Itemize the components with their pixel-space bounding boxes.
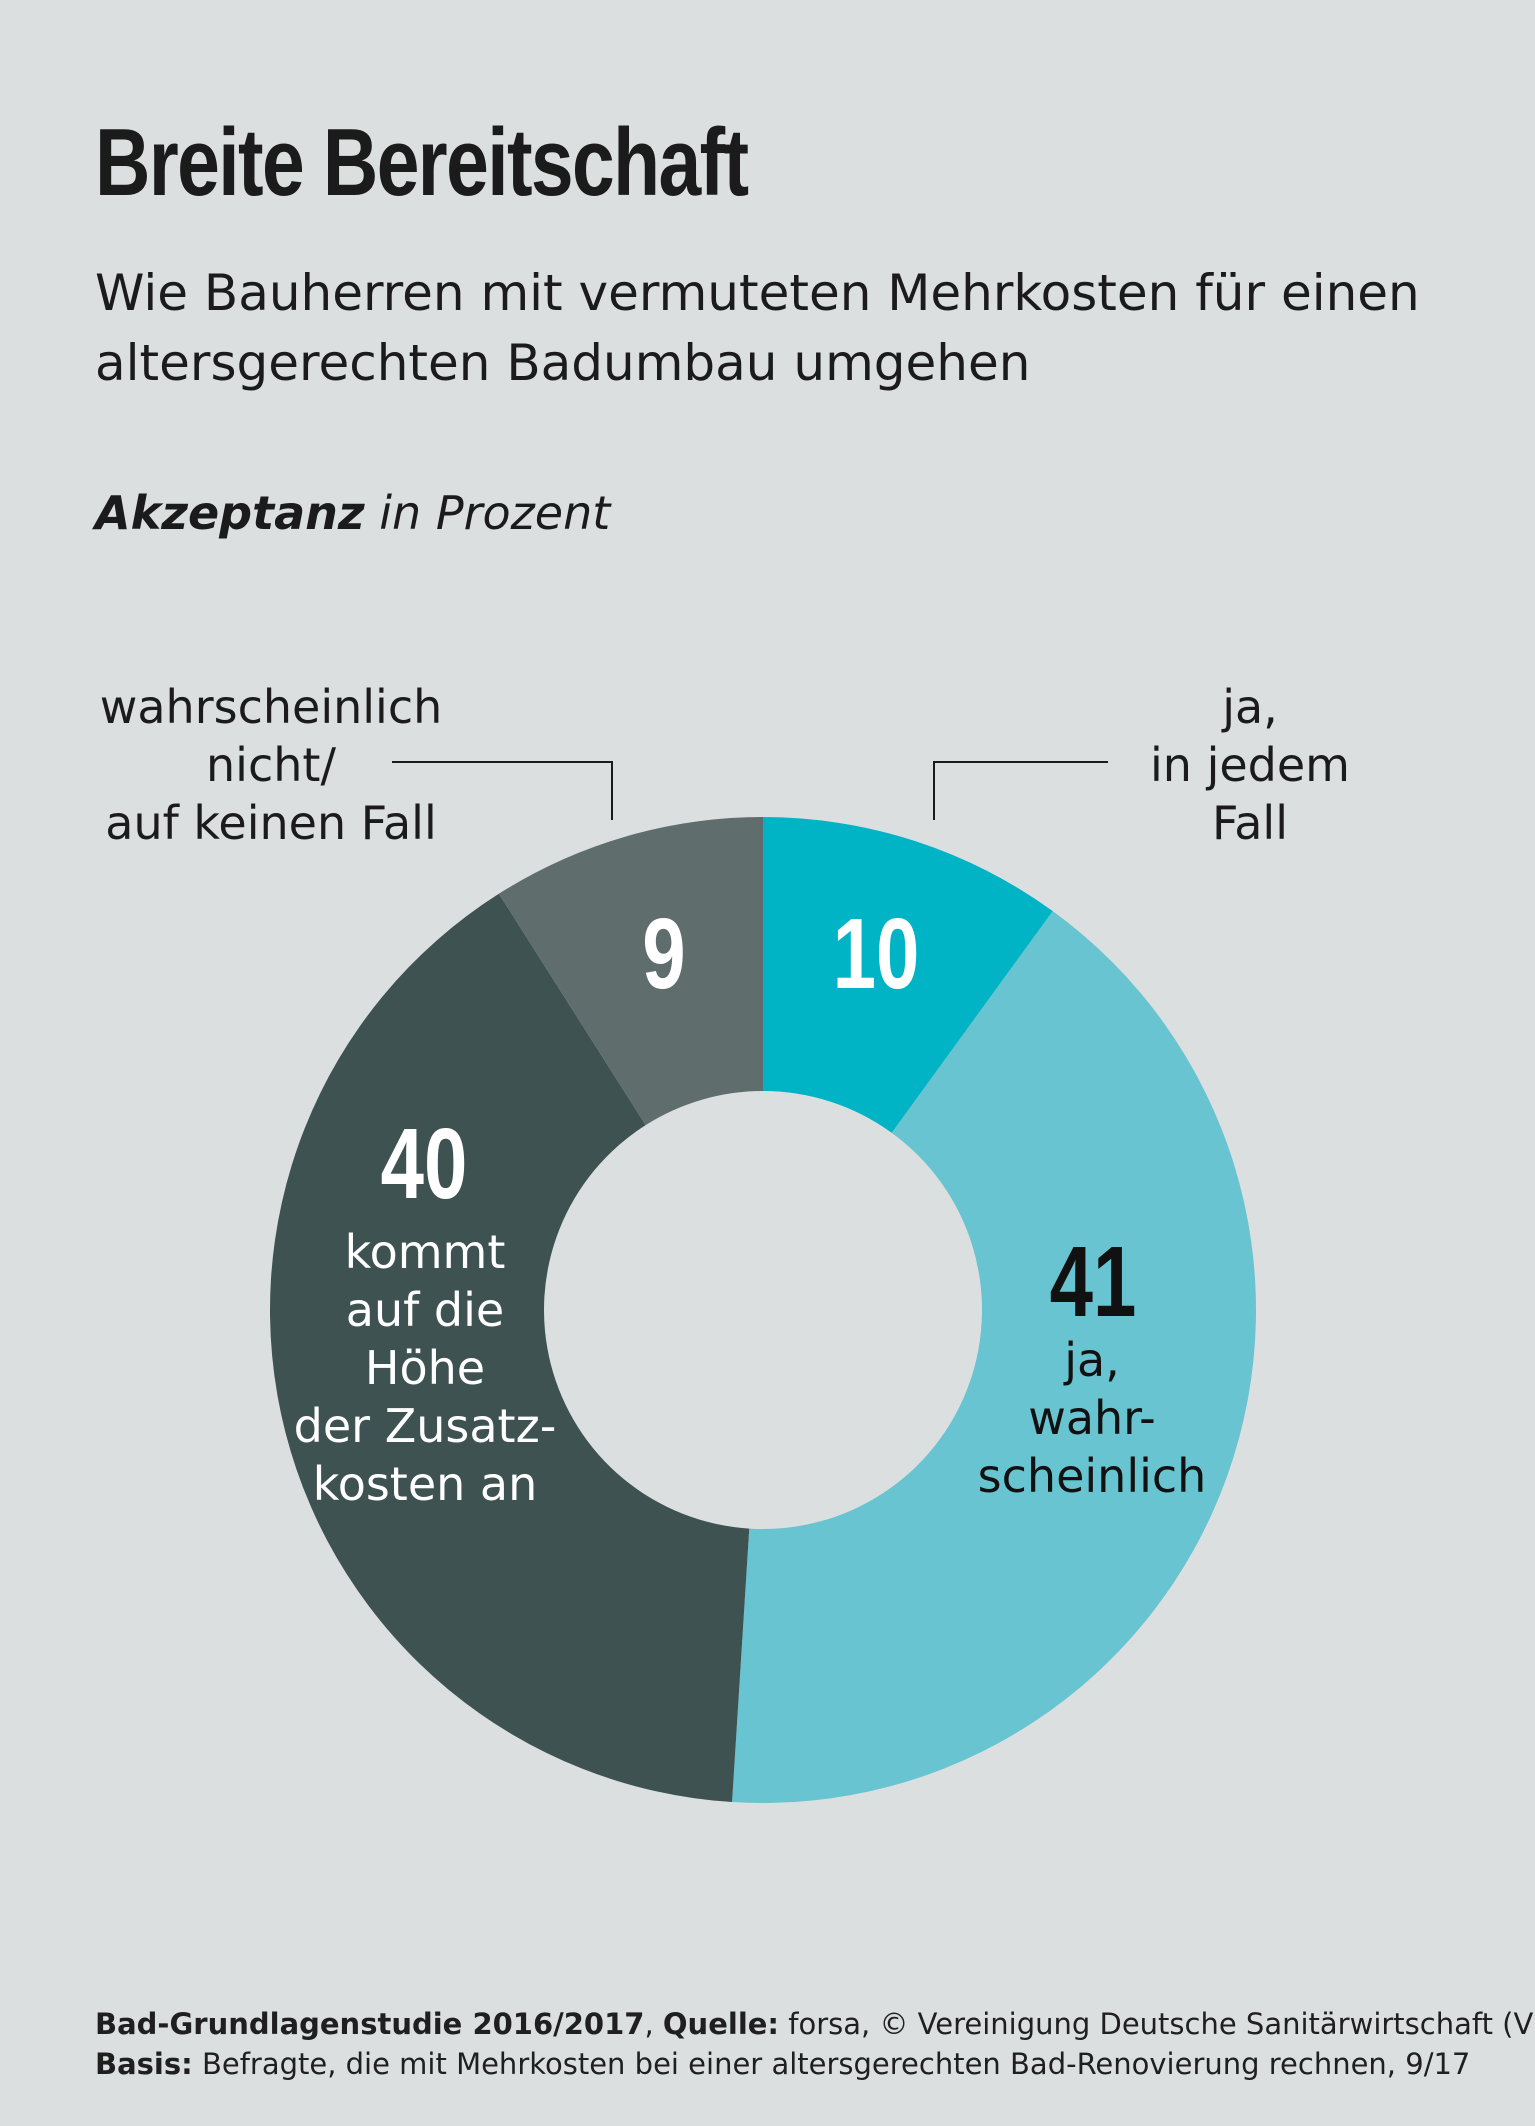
footer-basis-label: Basis: xyxy=(95,2047,193,2081)
slice-value-3: 9 xyxy=(642,899,685,1011)
footer-basis: Befragte, die mit Mehrkosten bei einer a… xyxy=(192,2047,1471,2081)
slice-label-2-line-0: kommt xyxy=(345,1225,506,1279)
source-footer: Bad-Grundlagenstudie 2016/2017, Quelle: … xyxy=(95,2004,1535,2084)
outer-label-not-likely-line-2: auf keinen Fall xyxy=(105,796,437,850)
slice-value-0: 10 xyxy=(833,899,920,1011)
slice-label-2-line-1: auf die xyxy=(346,1283,504,1337)
slice-label-2-line-2: Höhe xyxy=(365,1341,485,1395)
footer-study: Bad-Grundlagenstudie 2016/2017 xyxy=(95,2007,645,2041)
leader-line-yes-definitely xyxy=(933,761,1108,820)
outer-label-not-likely-line-0: wahrscheinlich xyxy=(99,680,443,734)
unit-label-bold: Akzeptanz xyxy=(95,486,365,540)
leader-line-not-likely xyxy=(392,761,613,820)
donut-slice-1 xyxy=(732,911,1257,1803)
outer-label-not-likely-line-1: nicht/ xyxy=(206,738,336,792)
donut-slice-0 xyxy=(763,817,1053,1133)
slice-value-1: 41 xyxy=(1050,1227,1137,1339)
footer-source-label: Quelle: xyxy=(662,2007,780,2041)
slice-label-2-line-4: kosten an xyxy=(313,1457,538,1511)
unit-label-rest: in Prozent xyxy=(364,486,611,540)
footer-sep: , xyxy=(644,2007,663,2041)
footer-line-1: Bad-Grundlagenstudie 2016/2017, Quelle: … xyxy=(95,2004,1535,2044)
outer-label-yes-definitely-line-0: ja, xyxy=(1222,680,1278,734)
footer-line-2: Basis: Befragte, die mit Mehrkosten bei … xyxy=(95,2044,1535,2084)
footer-source: forsa, © Vereinigung Deutsche Sanitärwir… xyxy=(779,2007,1535,2041)
outer-label-yes-definitely: ja, in jedem Fall xyxy=(1130,678,1370,852)
leader-lines xyxy=(392,761,1108,820)
chart-title: Breite Bereitschaft xyxy=(95,109,749,216)
outer-label-not-likely: wahrscheinlich nicht/auf keinen Fall xyxy=(96,678,446,852)
donut-slices xyxy=(269,817,1257,1803)
donut-slice-2 xyxy=(269,893,750,1803)
chart-subtitle: Wie Bauherren mit vermuteten Mehrkosten … xyxy=(95,264,1420,392)
slice-label-1-line-2: scheinlich xyxy=(978,1449,1207,1503)
slice-value-2: 40 xyxy=(381,1109,468,1221)
donut-slice-3 xyxy=(498,817,763,1126)
slice-label-1-line-0: ja, xyxy=(1063,1333,1120,1387)
unit-label: Akzeptanz in Prozent xyxy=(95,486,610,540)
slice-label-1-line-1: wahr- xyxy=(1028,1391,1156,1445)
outer-label-yes-definitely-line-1: in jedem xyxy=(1150,738,1350,792)
outer-label-yes-definitely-line-2: Fall xyxy=(1212,796,1288,850)
slice-label-2-line-3: der Zusatz- xyxy=(294,1399,557,1453)
